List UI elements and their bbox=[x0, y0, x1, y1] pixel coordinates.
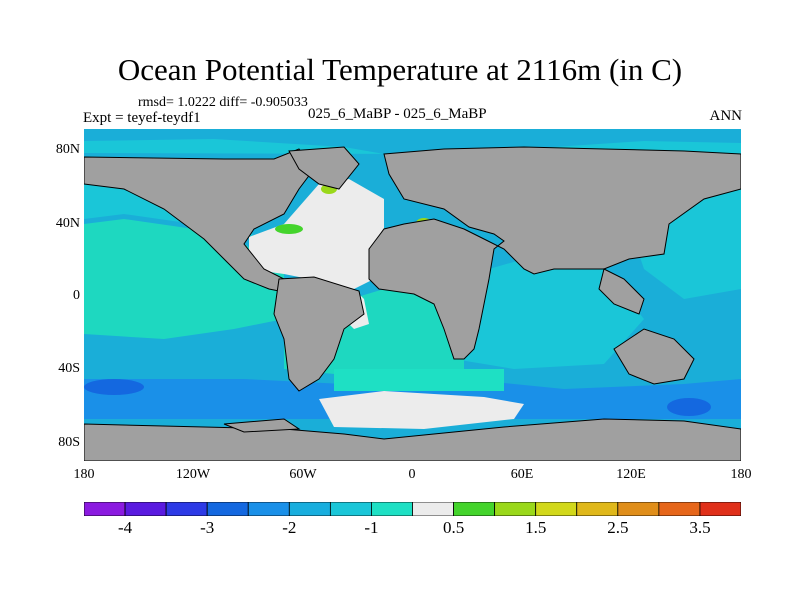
colorbar-swatch bbox=[165, 502, 208, 516]
colorbar-label: 0.5 bbox=[442, 518, 465, 537]
x-tick-label: 60E bbox=[510, 467, 534, 482]
ocean-temperature-map bbox=[84, 129, 741, 461]
x-tick-label: 120W bbox=[175, 467, 211, 482]
colorbar-swatch bbox=[124, 502, 167, 516]
colorbar-swatch bbox=[371, 502, 413, 516]
case-label: 025_6_MaBP - 025_6_MaBP bbox=[308, 106, 487, 122]
land-masses bbox=[84, 146, 741, 461]
colorbar-swatch bbox=[494, 502, 537, 516]
y-tick-label: 40S bbox=[58, 361, 80, 376]
colorbar-label: -1 bbox=[364, 518, 379, 537]
experiment-label: Expt = teyef-teydf1 bbox=[83, 110, 201, 126]
colorbar-swatch bbox=[576, 502, 619, 516]
colorbar-label: -2 bbox=[282, 518, 297, 537]
x-tick-label: 180 bbox=[730, 467, 752, 482]
colorbar-label: -3 bbox=[200, 518, 215, 537]
season-label: ANN bbox=[709, 108, 743, 124]
x-tick-label: 0 bbox=[408, 467, 416, 482]
x-tick-label: 60W bbox=[289, 467, 317, 482]
colorbar-label: 1.5 bbox=[525, 518, 547, 537]
colorbar-swatch bbox=[84, 502, 126, 516]
plot-title: Ocean Potential Temperature at 2116m (in… bbox=[117, 52, 683, 87]
stats-text: rmsd= 1.0222 diff= -0.905033 bbox=[138, 95, 308, 110]
colorbar-swatch bbox=[329, 502, 372, 516]
y-tick-label: 80S bbox=[58, 435, 80, 450]
colorbar-label: 2.5 bbox=[607, 518, 629, 537]
colorbar-swatch bbox=[412, 502, 454, 516]
colorbar-swatch bbox=[453, 502, 496, 516]
colorbar-swatch bbox=[617, 502, 660, 516]
y-tick-label: 0 bbox=[73, 288, 80, 303]
x-tick-label: 180 bbox=[73, 467, 95, 482]
colorbar-label: 3.5 bbox=[689, 518, 711, 537]
colorbar-label: -4 bbox=[117, 518, 133, 537]
y-tick-label: 80N bbox=[55, 142, 80, 157]
colorbar-swatch bbox=[535, 502, 578, 516]
colorbar-swatch bbox=[206, 502, 249, 516]
colorbar bbox=[84, 502, 741, 516]
y-tick-label: 40N bbox=[55, 216, 80, 231]
colorbar-swatch bbox=[699, 502, 741, 516]
colorbar-swatch bbox=[288, 502, 331, 516]
colorbar-swatch bbox=[247, 502, 290, 516]
colorbar-swatch bbox=[658, 502, 701, 516]
x-tick-label: 120E bbox=[616, 467, 646, 482]
